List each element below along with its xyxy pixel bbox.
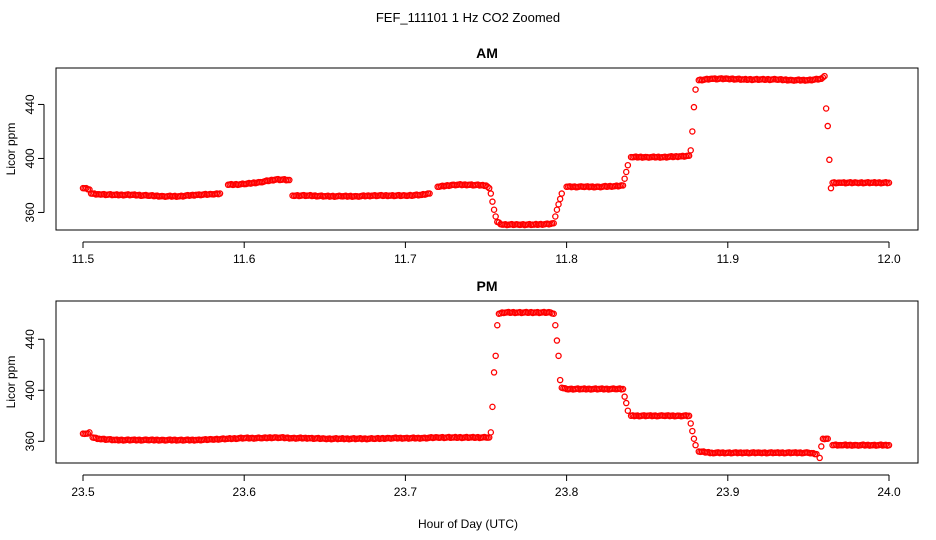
pm-data-point [689,427,696,435]
am-data-point [426,190,433,197]
pm-y-axis-label: Licor ppm [4,356,18,409]
pm-data-point [624,407,632,414]
pm-data-point [489,403,496,411]
am-data-point [619,182,627,189]
am-x-tick-label: 11.9 [717,252,740,266]
am-data-point [885,179,893,186]
figure-title: FEF_111101 1 Hz CO2 Zoomed [376,10,560,25]
am-data-point [624,161,632,169]
am-data-point [484,183,491,191]
pm-x-tick-label: 23.8 [555,485,579,499]
am-data-point [555,201,562,208]
pm-data-point [885,441,893,449]
am-data-point [286,176,293,184]
pm-data-point [685,412,693,420]
am-data-point [552,213,559,220]
am-data-point [621,175,628,182]
am-plot-frame [55,67,919,231]
pm-data-point [552,321,559,329]
am-data-point [558,190,566,197]
x-axis-label: Hour of Day (UTC) [418,517,518,531]
am-data-point [827,184,835,192]
am-x-tick-label: 11.7 [394,252,417,266]
pm-data-point [692,441,699,449]
pm-data-point [487,429,495,436]
am-data-point [490,206,498,213]
pm-panel-title: PM [477,278,498,294]
am-panel: AM 11.5 11.6 11.7 11.8 11.9 12.0 360 400 440 Licor… [4,45,919,266]
am-y-tick-label: 400 [23,148,37,168]
am-data-point [819,74,827,81]
am-data-point [687,147,694,154]
pm-x-tick-label: 23.5 [71,485,95,499]
am-data-point [216,190,224,197]
am-panel-title: AM [476,45,498,61]
am-data-point [553,206,561,213]
am-data-point [690,103,698,111]
pm-panel: PM 23.5 23.6 23.7 23.8 23.9 24.0 360 400 440 Licor… [4,278,919,499]
pm-x-tick-label: 24.0 [877,485,901,499]
am-data-point [487,190,495,197]
pm-data-point [818,443,825,450]
pm-data-point [550,310,557,318]
am-x-tick-label: 11.8 [555,252,578,266]
am-x-tick-label: 12.0 [877,252,901,266]
am-data-point [824,122,831,130]
am-data-point [550,219,557,227]
pm-data-point [690,435,698,443]
pm-data-point [494,321,501,329]
pm-data-point [492,352,499,360]
am-y-tick-label: 440 [23,94,37,114]
am-data-point [492,213,499,220]
pm-y-tick-label: 360 [23,431,37,451]
pm-data-point [622,399,630,407]
pm-data-point [556,376,564,384]
pm-x-tick-label: 23.6 [233,485,257,499]
pm-data-point [813,450,820,458]
pm-data-point [553,337,561,344]
pm-data-point [490,369,498,376]
pm-y-tick-label: 440 [23,329,37,349]
am-data-point [821,72,828,80]
am-x-tick-label: 11.5 [72,252,95,266]
am-data-point [689,128,696,135]
am-y-tick-label: 360 [23,202,37,222]
am-data-point [622,168,630,176]
pm-data-point [86,429,93,436]
am-y-axis-label: Licor ppm [4,123,18,176]
am-data-point [556,195,564,203]
am-data-point [489,198,496,205]
pm-plot-frame [55,300,919,464]
am-data-point [692,86,699,93]
pm-data-point [824,435,831,443]
am-data-point [822,105,830,112]
pm-data-point [816,454,823,462]
pm-x-tick-label: 23.7 [394,485,418,499]
pm-data-point [621,393,628,400]
pm-data-point [555,352,562,360]
pm-data-points [79,308,893,462]
pm-x-tick-label: 23.9 [716,485,740,499]
pm-data-point [619,385,627,393]
am-x-tick-label: 11.6 [233,252,256,266]
am-data-points [79,72,893,229]
pm-y-tick-label: 400 [23,380,37,400]
pm-data-point [687,420,694,427]
am-data-point [826,156,833,164]
